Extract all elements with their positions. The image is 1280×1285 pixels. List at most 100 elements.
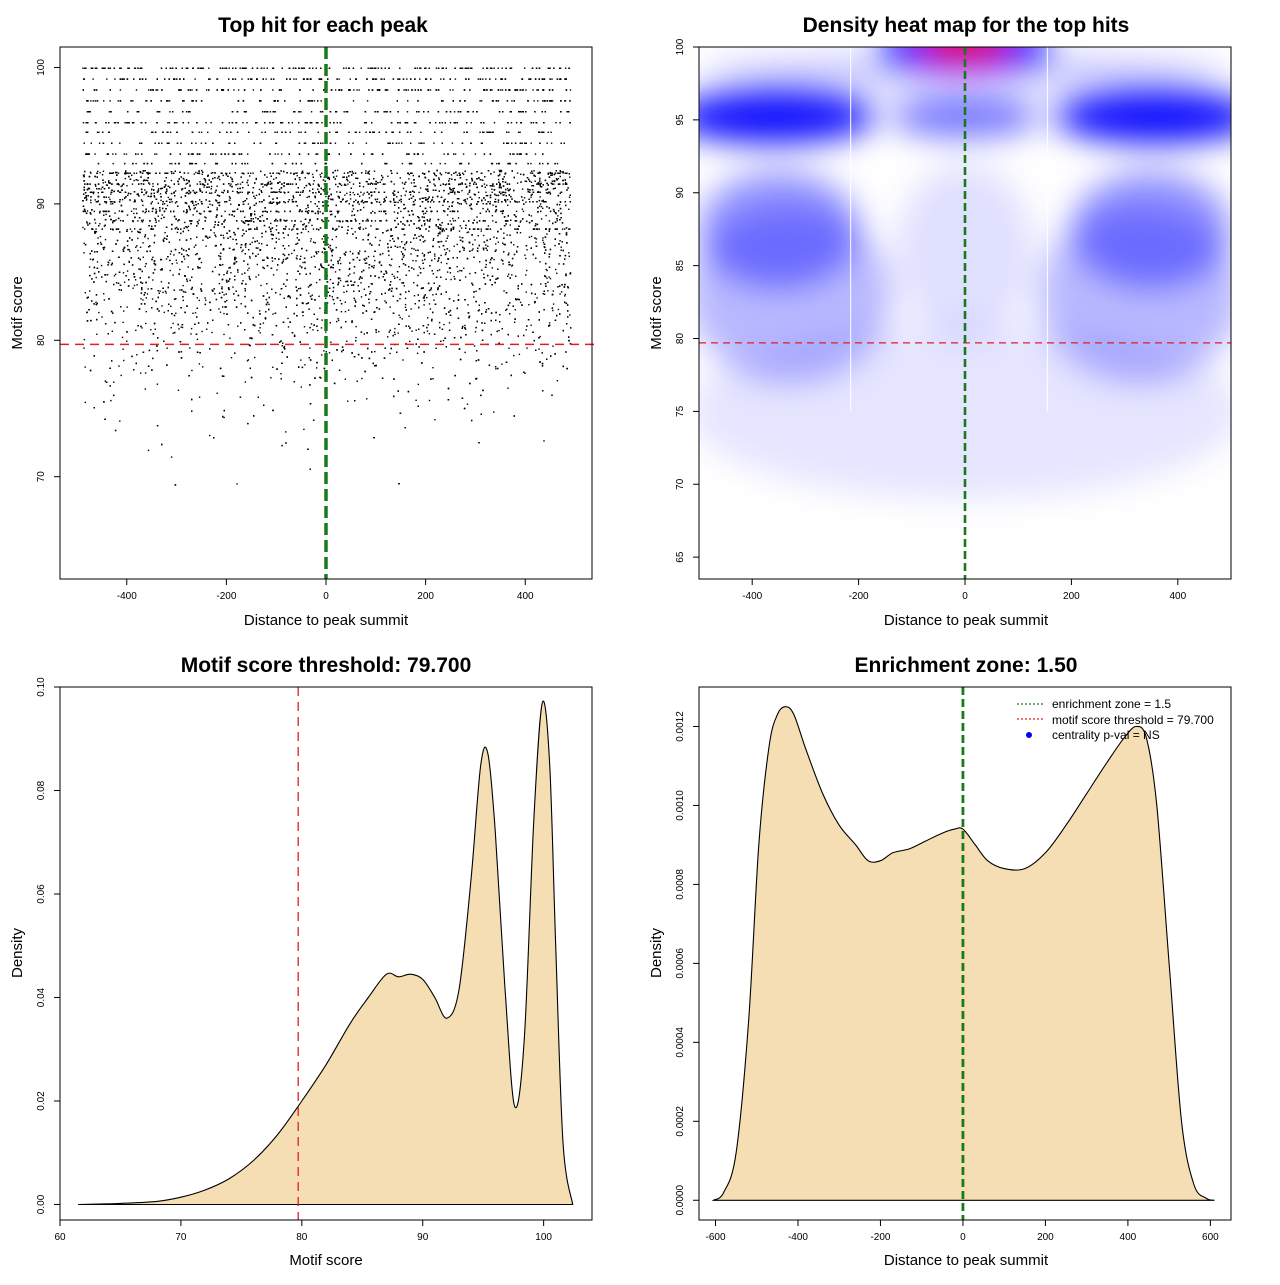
scatter-point [437, 259, 440, 261]
scatter-point [154, 153, 156, 155]
scatter-point [421, 252, 424, 254]
scatter-point [336, 220, 338, 222]
scatter-point [186, 226, 188, 229]
scatter-point [339, 277, 341, 280]
scatter-point [82, 175, 85, 177]
scatter-point [202, 366, 204, 368]
scatter-point [407, 89, 409, 91]
scatter-point [189, 184, 191, 186]
scatter-point [126, 306, 128, 308]
scatter-point [516, 251, 518, 253]
scatter-point [347, 275, 350, 277]
scatter-point [435, 122, 437, 124]
scatter-point [242, 280, 244, 282]
scatter-point [98, 311, 100, 314]
scatter-point [466, 111, 469, 113]
scatter-point [110, 399, 112, 402]
scatter-point [495, 368, 497, 370]
scatter-point [126, 340, 128, 342]
scatter-point [140, 219, 143, 222]
scatter-point [506, 187, 509, 190]
scatter-point [124, 177, 126, 180]
scatter-point [399, 246, 401, 248]
scatter-point [474, 331, 477, 333]
scatter-point [217, 177, 219, 179]
scatter-point [142, 256, 144, 258]
scatter-point [341, 199, 344, 201]
scatter-point [307, 230, 310, 233]
scatter-point [401, 162, 404, 165]
scatter-point [140, 298, 142, 300]
scatter-point [86, 111, 88, 113]
scatter-point [477, 78, 479, 80]
scatter-point [524, 67, 526, 69]
scatter-point [332, 227, 334, 229]
scatter-point [415, 399, 417, 401]
scatter-point [82, 67, 84, 69]
scatter-point [358, 131, 361, 133]
scatter-point [478, 309, 481, 311]
scatter-point [278, 238, 280, 240]
scatter-point [241, 191, 243, 193]
scatter-point [515, 201, 517, 203]
scatter-point [548, 322, 551, 324]
scatter-point [248, 275, 250, 278]
scatter-point [223, 274, 225, 276]
scatter-point [160, 259, 163, 261]
scatter-point [384, 183, 386, 185]
scatter-point [565, 67, 567, 69]
scatter-point [211, 331, 213, 334]
scatter-point [546, 233, 548, 235]
scatter-point [528, 304, 530, 306]
scatter-point [473, 296, 475, 298]
scatter-point [146, 100, 148, 102]
scatter-point [406, 241, 408, 243]
scatter-point [235, 257, 237, 259]
scatter-point [499, 185, 502, 187]
scatter-point [493, 122, 496, 124]
scatter-point [173, 254, 175, 256]
scatter-point [513, 153, 515, 155]
scatter-point [94, 153, 96, 155]
scatter-point [82, 122, 85, 124]
scatter-point [419, 187, 422, 189]
scatter-point [270, 222, 272, 225]
scatter-point [387, 175, 389, 177]
scatter-point [246, 122, 248, 124]
scatter-point [370, 153, 373, 155]
scatter-point [145, 100, 147, 102]
scatter-point [190, 333, 192, 335]
scatter-point [195, 142, 197, 144]
scatter-point [321, 319, 323, 321]
scatter-point [500, 89, 502, 91]
scatter-point [399, 316, 401, 319]
scatter-point [336, 169, 339, 172]
scatter-point [471, 180, 473, 182]
scatter-point [569, 273, 571, 275]
scatter-point [204, 162, 206, 165]
scatter-point [528, 236, 531, 238]
scatter-point [218, 255, 220, 257]
scatter-point [168, 122, 171, 124]
scatter-point [171, 162, 173, 165]
scatter-point [482, 78, 484, 80]
scatter-point [248, 277, 251, 279]
scatter-point [342, 176, 344, 178]
scatter-point [419, 67, 421, 69]
scatter-point [535, 238, 538, 240]
scatter-point [194, 162, 197, 165]
scatter-point [388, 254, 390, 257]
scatter-point [297, 228, 299, 230]
scatter-point [525, 201, 527, 203]
scatter-point [413, 185, 415, 188]
scatter-point [320, 377, 322, 379]
scatter-point [200, 142, 203, 144]
scatter-point [464, 328, 467, 330]
scatter-point [304, 226, 307, 228]
scatter-point [272, 313, 274, 315]
scatter-point [293, 334, 296, 336]
scatter-point [255, 228, 258, 230]
scatter-point [344, 301, 346, 303]
scatter-point [552, 345, 554, 347]
scatter-point [285, 285, 287, 287]
